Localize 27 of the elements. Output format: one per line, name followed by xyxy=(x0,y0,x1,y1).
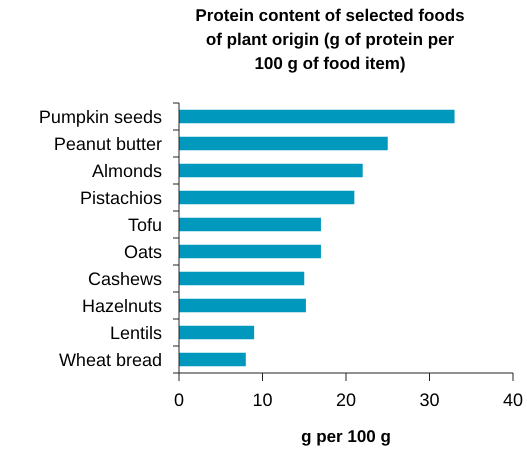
bar xyxy=(179,190,354,204)
y-tick-label: Hazelnuts xyxy=(82,296,162,316)
bar xyxy=(179,352,246,366)
bar xyxy=(179,136,388,150)
y-tick-label: Peanut butter xyxy=(54,134,162,154)
y-tick-label: Wheat bread xyxy=(58,350,162,370)
y-tick-label: Lentils xyxy=(110,322,162,343)
y-tick-label: Almonds xyxy=(92,160,162,181)
x-tick-label: 10 xyxy=(252,390,273,410)
x-tick-label: 40 xyxy=(502,390,524,410)
y-tick-label: Pumpkin seeds xyxy=(38,106,162,127)
bar xyxy=(179,298,306,312)
x-tick-label: 0 xyxy=(174,390,184,410)
y-tick-label: Tofu xyxy=(128,214,162,235)
x-tick-label: 30 xyxy=(419,390,440,410)
chart-title: Protein content of selected foods of plant origin (g of protein per 100 g of food item) xyxy=(195,6,465,73)
bar xyxy=(179,164,363,178)
x-axis-title: g per 100 g xyxy=(301,427,391,446)
y-tick-label: Cashews xyxy=(88,268,162,289)
bar xyxy=(179,326,254,340)
bar xyxy=(179,218,321,232)
x-tick-label: 20 xyxy=(336,390,356,410)
y-tick-label: Oats xyxy=(124,242,162,262)
bar xyxy=(179,110,455,124)
y-tick-label: Pistachios xyxy=(80,188,162,208)
bar xyxy=(179,244,321,258)
bar xyxy=(179,272,304,286)
